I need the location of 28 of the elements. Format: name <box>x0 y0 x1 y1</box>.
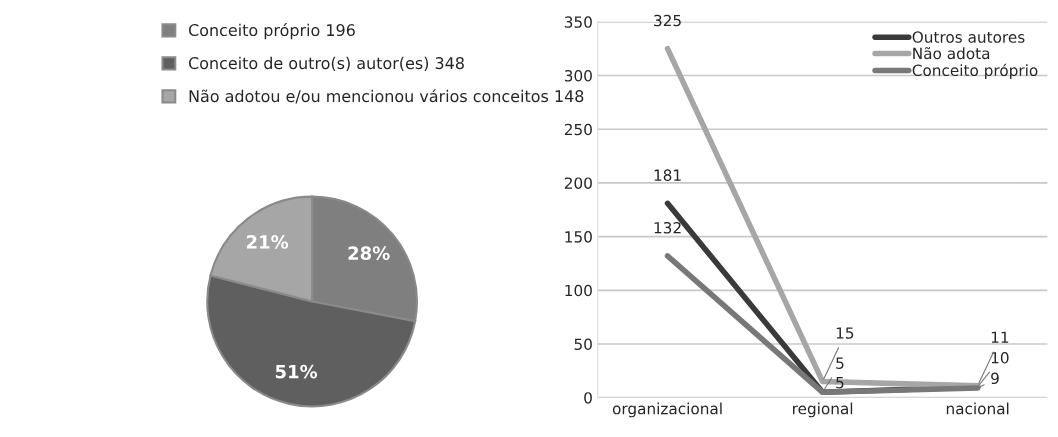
data-label: 51% <box>275 364 318 379</box>
data-label: 15 <box>836 327 854 339</box>
data-label: 325 <box>654 14 681 27</box>
y-tick-label: 250 <box>564 123 592 136</box>
data-label: 181 <box>654 169 681 181</box>
x-tick-label: regional <box>793 402 853 418</box>
data-label: 5 <box>836 357 844 369</box>
y-tick-label: 0 <box>584 392 592 404</box>
x-tick-label: nacional <box>946 402 1009 415</box>
data-label: 10 <box>991 352 1009 364</box>
legend-label: Não adotou e/ou mencionou vários conceitos 148 <box>189 89 584 104</box>
legend-label: Conceito próprio 196 <box>188 23 355 40</box>
data-label: 28% <box>348 246 390 260</box>
legend-label: Conceito de outro(s) autor(es) 348 <box>188 56 464 72</box>
y-tick-label: 200 <box>564 177 592 189</box>
y-tick-label: 350 <box>564 16 592 28</box>
data-label: 9 <box>991 372 999 385</box>
data-label: 132 <box>654 221 681 234</box>
y-tick-label: 100 <box>565 284 592 297</box>
data-label: 11 <box>991 331 1009 343</box>
legend-label: Não adota <box>913 47 990 60</box>
data-label: 21% <box>246 235 289 249</box>
y-tick-label: 150 <box>565 231 592 243</box>
legend-label: Conceito próprio <box>912 63 1038 80</box>
legend-label: Outros autores <box>912 31 1025 43</box>
x-tick-label: organizacional <box>612 402 722 418</box>
y-tick-label: 50 <box>574 338 592 350</box>
y-tick-label: 300 <box>564 70 592 82</box>
